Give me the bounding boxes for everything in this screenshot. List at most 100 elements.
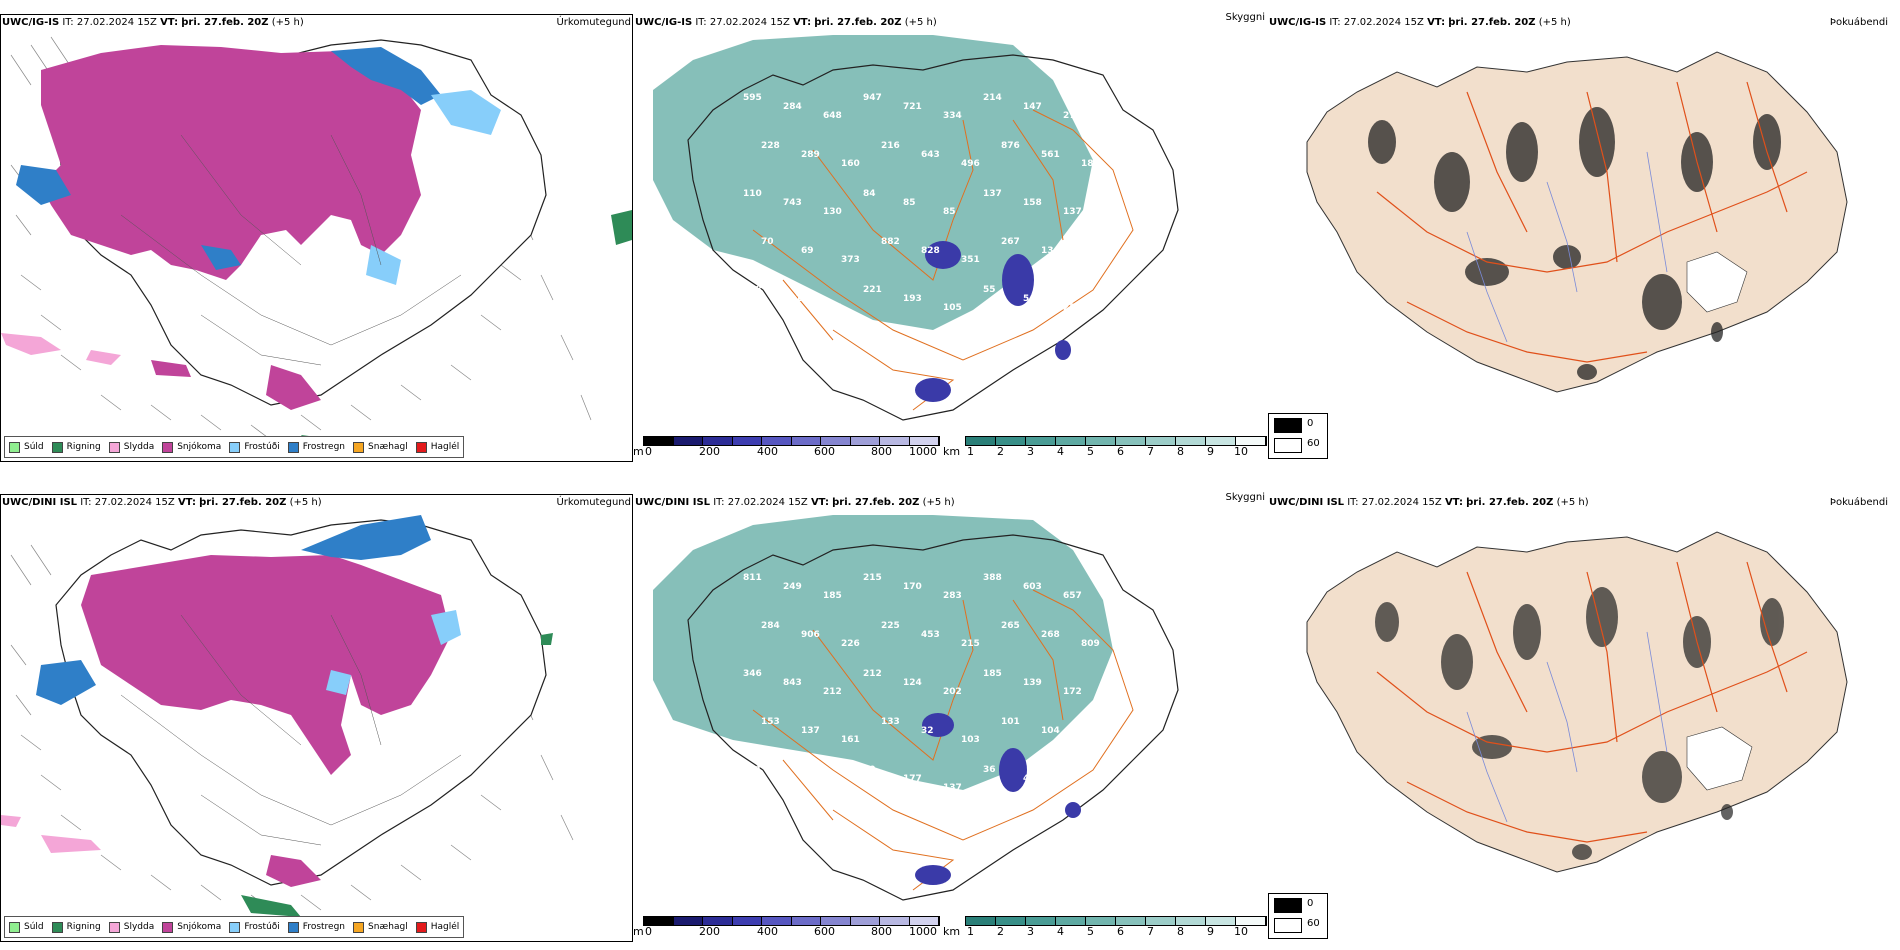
colorbar-segment [1176,917,1206,925]
road-network [1376,561,1808,843]
visibility-value-label: 561 [1041,150,1060,160]
precip-legend: Súld Rigning Slydda Snjókoma Frostúði Fr… [4,436,465,458]
colorbar-segment [966,437,996,445]
snow-area [81,555,451,775]
colorbar-tick: 6 [1117,445,1124,458]
panel-header: UWC/IG-IS IT: 27.02.2024 15Z VT: þri. 27… [635,12,1265,31]
visibility-value-label: 133 [881,717,900,727]
precip-map[interactable] [0,494,633,942]
colorbar-unit: m [633,925,644,938]
panel-header: UWC/DINI ISL IT: 27.02.2024 15Z VT: þri.… [1269,497,1898,511]
colorbar-tick: 10 [1234,925,1248,938]
legend-swatch [108,921,120,933]
visibility-value-label: 197 [841,351,860,361]
freezing-rain-area [16,47,441,270]
panel-title: Skyggni [1225,12,1265,23]
colorbar-segment [1056,437,1086,445]
legend-item: Súld [9,441,44,453]
colorbar-segment [1086,917,1116,925]
legend-label: Slydda [123,442,155,452]
visibility-value-label: 351 [961,255,980,265]
model-name: UWC/DINI ISL [1269,497,1345,508]
visibility-value-label: 284 [761,621,780,631]
colorbar-segment [732,917,762,925]
visibility-map[interactable]: 595 284 648 947 721 334 214 147 276 228 289 160 216 6… [633,30,1267,426]
colorbar-m: m 0 200 400 600 800 1000 [633,436,940,462]
colorbar-segment [1236,437,1266,445]
fog-legend: 0 60 [1268,893,1328,939]
colorbar-segment [1026,917,1056,925]
visibility-value-label: 165 [823,303,842,313]
visibility-value-label: 202 [943,687,962,697]
visibility-value-label: 101 [1001,717,1020,727]
visibility-value-label: 453 [921,630,940,640]
visibility-value-label: 141 [743,765,762,775]
visibility-value-label: 267 [1001,237,1020,247]
fog-panel-bottom: UWC/DINI ISL IT: 27.02.2024 15Z VT: þri.… [1267,494,1900,942]
visibility-value-label: 177 [903,774,922,784]
visibility-value-label: 991 [1081,255,1100,265]
visibility-value-label: 906 [801,630,820,640]
low-cloud-patches [915,713,1081,885]
colorbar-segment [909,437,939,445]
precip-legend: Súld Rigning Slydda Snjókoma Frostúði Fr… [4,916,465,938]
freezing-rain-area [36,515,431,705]
legend-swatch [1274,898,1302,913]
colorbar-tick: 9 [1207,445,1214,458]
visibility-value-label: 828 [921,246,940,256]
colorbar-m: m 0 200 400 600 800 1000 [633,916,940,942]
low-cloud-patches [915,241,1071,402]
colorbar-m-bar [643,436,940,446]
visibility-value-label: 843 [783,678,802,688]
lead-time: (+5 h) [1556,497,1589,508]
visibility-value-label: 36 [983,765,996,775]
road-network [1376,81,1808,363]
visibility-value-label: 215 [961,639,980,649]
fog-map[interactable] [1267,32,1900,428]
colorbar-tick: 600 [814,925,835,938]
precip-map[interactable] [0,14,633,462]
visibility-value-label: 811 [743,573,762,583]
visibility-value-label: 19 [783,774,796,784]
fog-map[interactable] [1267,512,1900,908]
visibility-value-label: 643 [921,150,940,160]
vt-value: þri. 27.feb. 20Z [814,17,902,28]
legend-label: Súld [24,442,44,452]
freezing-drizzle-area [326,610,461,695]
colorbar-tick: 200 [699,445,720,458]
visibility-value-label: 134 [1041,246,1060,256]
panel-title: Þokuábendi [1829,17,1888,28]
fog-legend: 0 60 [1268,413,1328,459]
visibility-value-label: 721 [903,102,922,112]
colorbar-tick: 1000 [909,445,937,458]
iceland-outline [687,534,1179,901]
colorbar-segment [1236,917,1266,925]
visibility-value-label: 137 [983,189,1002,199]
visibility-value-label: 225 [881,621,900,631]
visibility-value-label: 221 [863,285,882,295]
colorbar-segment [1026,437,1056,445]
legend-label: Rigning [66,442,101,452]
visibility-map[interactable]: 811 249 185 215 170 283 388 603 657 284 906 226 225 4… [633,510,1267,906]
colorbar-segment [1206,437,1236,445]
visibility-value-label: 55 [983,285,996,295]
visibility-value-label: 289 [801,150,820,160]
colorbar-segment [644,917,674,925]
visibility-value-label: 43 [1023,774,1036,784]
visibility-value-label: 50 [863,765,876,775]
visibility-value-label: 284 [783,102,802,112]
colorbar-segment [1116,917,1146,925]
colorbar-segment [821,917,851,925]
sleet-area [1,333,121,365]
colorbar-segment [996,917,1026,925]
legend-item: Slydda [108,441,155,453]
it-value: 27.02.2024 15Z [709,17,790,28]
visibility-value-label: 276 [1063,111,1082,121]
fog-map-svg [1306,51,1848,393]
legend-swatch [229,921,241,933]
legend-swatch [108,441,120,453]
colorbar-segment [732,437,762,445]
visibility-value-label: 66 [1081,735,1094,745]
lead-time: (+5 h) [1538,17,1571,28]
visibility-value-label: 215 [863,573,882,583]
